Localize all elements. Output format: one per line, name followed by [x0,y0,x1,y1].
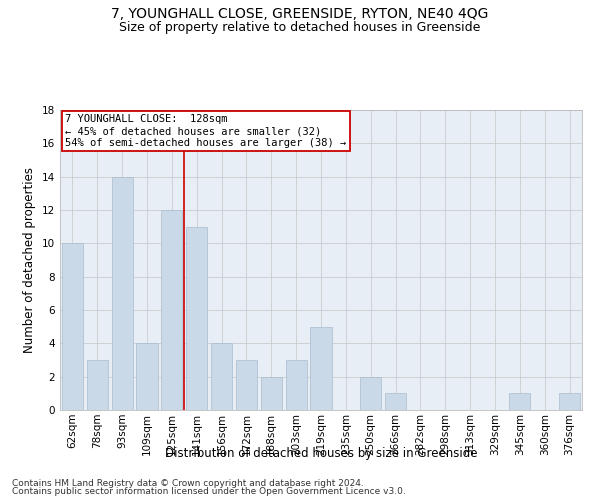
Bar [112,176,133,410]
Bar [509,394,530,410]
Bar [136,344,158,410]
Bar [62,244,83,410]
Text: Distribution of detached houses by size in Greenside: Distribution of detached houses by size … [165,448,477,460]
Bar [87,360,108,410]
Bar [310,326,332,410]
Bar [286,360,307,410]
Text: 7, YOUNGHALL CLOSE, GREENSIDE, RYTON, NE40 4QG: 7, YOUNGHALL CLOSE, GREENSIDE, RYTON, NE… [112,8,488,22]
Text: 7 YOUNGHALL CLOSE:  128sqm
← 45% of detached houses are smaller (32)
54% of semi: 7 YOUNGHALL CLOSE: 128sqm ← 45% of detac… [65,114,346,148]
Bar [161,210,182,410]
Y-axis label: Number of detached properties: Number of detached properties [23,167,37,353]
Bar [261,376,282,410]
Bar [236,360,257,410]
Bar [385,394,406,410]
Text: Contains public sector information licensed under the Open Government Licence v3: Contains public sector information licen… [12,487,406,496]
Bar [559,394,580,410]
Bar [360,376,381,410]
Text: Contains HM Land Registry data © Crown copyright and database right 2024.: Contains HM Land Registry data © Crown c… [12,478,364,488]
Bar [211,344,232,410]
Bar [186,226,207,410]
Text: Size of property relative to detached houses in Greenside: Size of property relative to detached ho… [119,21,481,34]
